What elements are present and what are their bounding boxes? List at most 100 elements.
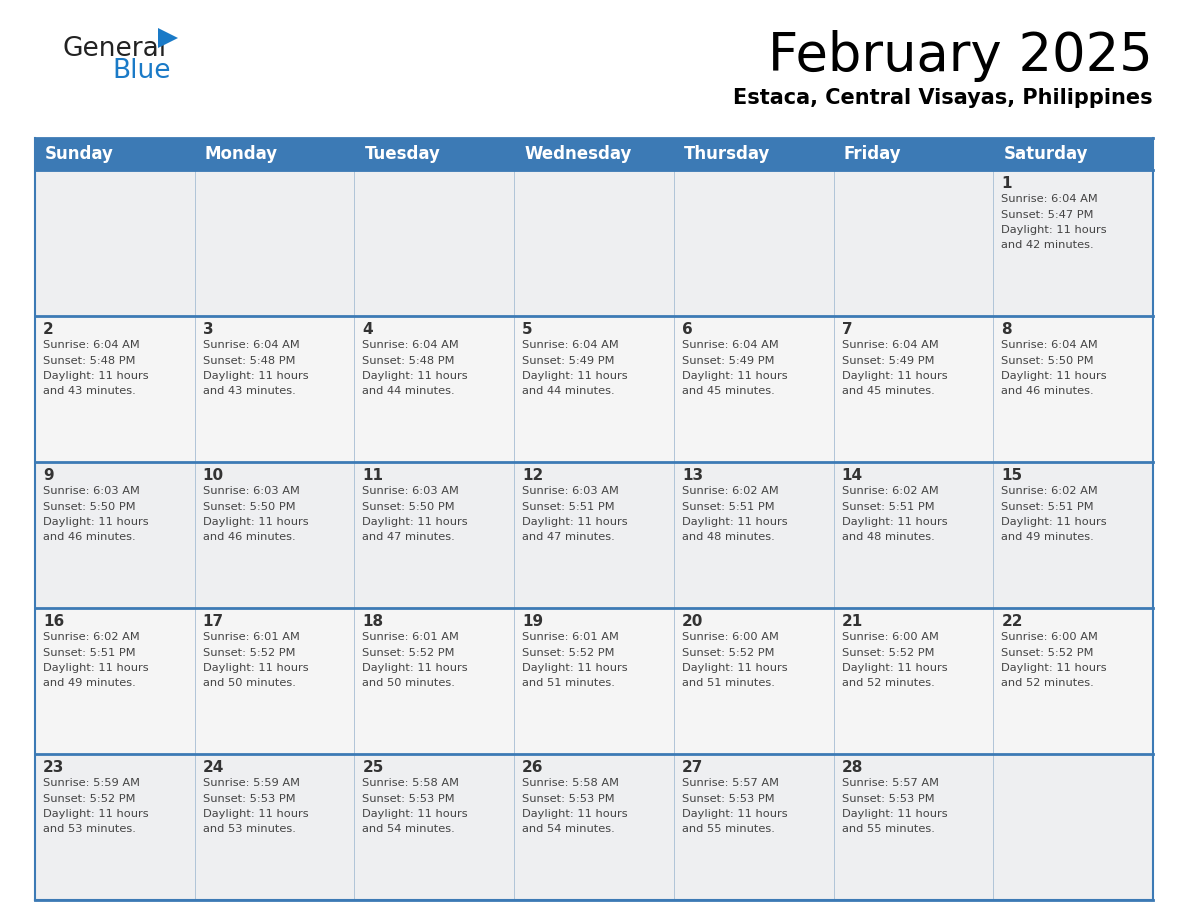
Text: 25: 25	[362, 760, 384, 775]
Bar	[195, 754, 354, 900]
Text: Daylight: 11 hours: Daylight: 11 hours	[1001, 225, 1107, 235]
Text: and 49 minutes.: and 49 minutes.	[43, 678, 135, 688]
Bar	[195, 138, 354, 170]
Bar	[674, 138, 834, 170]
Text: Sunrise: 6:01 AM: Sunrise: 6:01 AM	[362, 632, 460, 642]
Text: Daylight: 11 hours: Daylight: 11 hours	[203, 809, 309, 819]
Text: Daylight: 11 hours: Daylight: 11 hours	[523, 371, 627, 381]
Text: Sunset: 5:50 PM: Sunset: 5:50 PM	[43, 501, 135, 511]
Bar	[993, 608, 1154, 754]
Text: Sunrise: 6:00 AM: Sunrise: 6:00 AM	[682, 632, 778, 642]
Text: Sunset: 5:52 PM: Sunset: 5:52 PM	[362, 647, 455, 657]
Text: and 46 minutes.: and 46 minutes.	[43, 532, 135, 543]
Text: Daylight: 11 hours: Daylight: 11 hours	[43, 517, 148, 527]
Text: Daylight: 11 hours: Daylight: 11 hours	[1001, 663, 1107, 673]
Text: and 54 minutes.: and 54 minutes.	[362, 824, 455, 834]
Text: 20: 20	[682, 614, 703, 629]
Text: Sunrise: 6:02 AM: Sunrise: 6:02 AM	[43, 632, 140, 642]
Text: and 48 minutes.: and 48 minutes.	[682, 532, 775, 543]
Text: Sunset: 5:48 PM: Sunset: 5:48 PM	[203, 355, 295, 365]
Text: Daylight: 11 hours: Daylight: 11 hours	[43, 663, 148, 673]
Text: 6: 6	[682, 322, 693, 337]
Text: and 44 minutes.: and 44 minutes.	[362, 386, 455, 397]
Text: Sunset: 5:49 PM: Sunset: 5:49 PM	[682, 355, 775, 365]
Text: and 47 minutes.: and 47 minutes.	[362, 532, 455, 543]
Text: 14: 14	[841, 468, 862, 483]
Text: 5: 5	[523, 322, 532, 337]
Text: Sunrise: 6:03 AM: Sunrise: 6:03 AM	[203, 486, 299, 496]
Text: 21: 21	[841, 614, 862, 629]
Text: 12: 12	[523, 468, 543, 483]
Text: Sunset: 5:50 PM: Sunset: 5:50 PM	[1001, 355, 1094, 365]
Bar	[834, 608, 993, 754]
Text: Sunrise: 6:04 AM: Sunrise: 6:04 AM	[1001, 194, 1098, 204]
Text: Daylight: 11 hours: Daylight: 11 hours	[203, 663, 309, 673]
Text: 19: 19	[523, 614, 543, 629]
Text: Sunrise: 6:02 AM: Sunrise: 6:02 AM	[1001, 486, 1098, 496]
Bar	[34, 316, 195, 462]
Text: Sunset: 5:49 PM: Sunset: 5:49 PM	[523, 355, 614, 365]
Text: Sunrise: 6:01 AM: Sunrise: 6:01 AM	[203, 632, 299, 642]
Bar	[834, 138, 993, 170]
Text: 4: 4	[362, 322, 373, 337]
Bar	[34, 138, 195, 170]
Text: Sunrise: 6:04 AM: Sunrise: 6:04 AM	[841, 340, 939, 350]
Bar	[674, 754, 834, 900]
Text: 7: 7	[841, 322, 852, 337]
Text: Tuesday: Tuesday	[365, 145, 441, 163]
Text: 15: 15	[1001, 468, 1023, 483]
Bar	[34, 462, 195, 608]
Text: Sunrise: 6:04 AM: Sunrise: 6:04 AM	[203, 340, 299, 350]
Text: 16: 16	[43, 614, 64, 629]
Text: and 50 minutes.: and 50 minutes.	[203, 678, 296, 688]
Text: Sunset: 5:48 PM: Sunset: 5:48 PM	[43, 355, 135, 365]
Text: Sunrise: 5:59 AM: Sunrise: 5:59 AM	[43, 778, 140, 788]
Bar	[514, 462, 674, 608]
Text: Daylight: 11 hours: Daylight: 11 hours	[362, 663, 468, 673]
Text: Sunset: 5:53 PM: Sunset: 5:53 PM	[841, 793, 934, 803]
Bar	[514, 754, 674, 900]
Text: and 42 minutes.: and 42 minutes.	[1001, 241, 1094, 251]
Text: Sunset: 5:49 PM: Sunset: 5:49 PM	[841, 355, 934, 365]
Text: Sunrise: 6:01 AM: Sunrise: 6:01 AM	[523, 632, 619, 642]
Text: and 44 minutes.: and 44 minutes.	[523, 386, 614, 397]
Text: and 52 minutes.: and 52 minutes.	[1001, 678, 1094, 688]
Text: Sunrise: 5:57 AM: Sunrise: 5:57 AM	[841, 778, 939, 788]
Text: and 45 minutes.: and 45 minutes.	[682, 386, 775, 397]
Text: Daylight: 11 hours: Daylight: 11 hours	[523, 809, 627, 819]
Bar	[514, 170, 674, 316]
Text: Sunrise: 6:00 AM: Sunrise: 6:00 AM	[1001, 632, 1098, 642]
Text: Sunrise: 6:02 AM: Sunrise: 6:02 AM	[841, 486, 939, 496]
Text: and 51 minutes.: and 51 minutes.	[523, 678, 615, 688]
Text: 11: 11	[362, 468, 384, 483]
Text: Daylight: 11 hours: Daylight: 11 hours	[841, 663, 947, 673]
Text: Sunset: 5:53 PM: Sunset: 5:53 PM	[682, 793, 775, 803]
Text: Sunrise: 6:03 AM: Sunrise: 6:03 AM	[43, 486, 140, 496]
Text: Sunset: 5:52 PM: Sunset: 5:52 PM	[841, 647, 934, 657]
Text: Sunrise: 6:02 AM: Sunrise: 6:02 AM	[682, 486, 778, 496]
Text: Daylight: 11 hours: Daylight: 11 hours	[1001, 517, 1107, 527]
Text: Saturday: Saturday	[1004, 145, 1088, 163]
Bar	[514, 138, 674, 170]
Text: Sunrise: 6:04 AM: Sunrise: 6:04 AM	[682, 340, 778, 350]
Text: 1: 1	[1001, 176, 1012, 191]
Bar	[834, 462, 993, 608]
Text: Sunset: 5:53 PM: Sunset: 5:53 PM	[362, 793, 455, 803]
Text: Sunrise: 6:04 AM: Sunrise: 6:04 AM	[362, 340, 460, 350]
Text: Sunrise: 5:58 AM: Sunrise: 5:58 AM	[523, 778, 619, 788]
Bar	[34, 754, 195, 900]
Text: and 53 minutes.: and 53 minutes.	[43, 824, 135, 834]
Text: Sunrise: 5:58 AM: Sunrise: 5:58 AM	[362, 778, 460, 788]
Text: 3: 3	[203, 322, 214, 337]
Text: Daylight: 11 hours: Daylight: 11 hours	[362, 371, 468, 381]
Bar	[195, 170, 354, 316]
Bar	[354, 316, 514, 462]
Text: and 47 minutes.: and 47 minutes.	[523, 532, 615, 543]
Text: Daylight: 11 hours: Daylight: 11 hours	[43, 371, 148, 381]
Bar	[674, 608, 834, 754]
Text: Daylight: 11 hours: Daylight: 11 hours	[203, 517, 309, 527]
Text: Sunset: 5:53 PM: Sunset: 5:53 PM	[203, 793, 296, 803]
Text: and 55 minutes.: and 55 minutes.	[682, 824, 775, 834]
Text: and 53 minutes.: and 53 minutes.	[203, 824, 296, 834]
Text: and 45 minutes.: and 45 minutes.	[841, 386, 934, 397]
